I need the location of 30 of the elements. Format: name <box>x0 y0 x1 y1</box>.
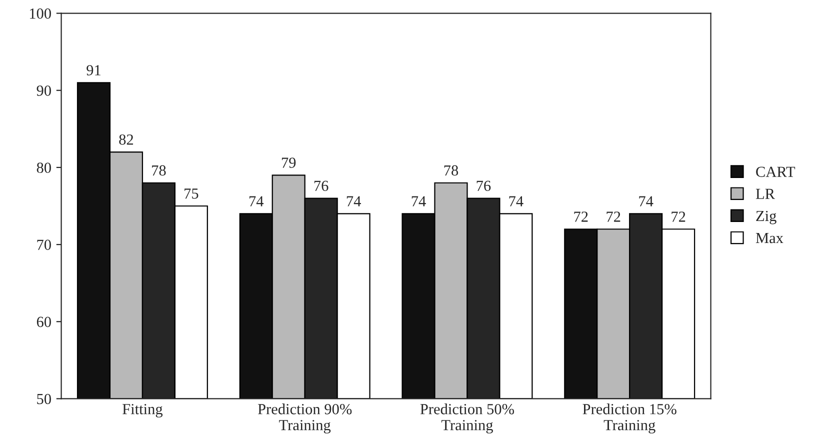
y-tick-label: 80 <box>36 162 51 173</box>
data-label: 74 <box>346 196 361 206</box>
data-label: 78 <box>152 165 166 176</box>
data-label: 74 <box>412 196 426 206</box>
data-label: 72 <box>606 212 620 222</box>
data-label: 75 <box>184 188 198 199</box>
data-label: 74 <box>509 196 524 206</box>
x-tick-label: Prediction 50% Training <box>420 404 514 434</box>
data-label: 79 <box>282 158 296 168</box>
data-label: 72 <box>574 212 588 222</box>
x-tick-label: Fitting <box>122 404 163 418</box>
data-label: 74 <box>250 196 264 206</box>
data-label: 72 <box>672 212 686 222</box>
legend-label: CART <box>756 166 796 178</box>
data-label: 76 <box>314 180 328 192</box>
y-tick-label: 100 <box>30 8 51 19</box>
x-tick-label: Prediction 15% Training <box>582 404 676 434</box>
data-label: 74 <box>639 196 654 206</box>
y-tick-label: 60 <box>36 316 51 328</box>
y-tick-label: 50 <box>37 394 51 404</box>
x-tick-label: Prediction 90% Training <box>258 404 352 434</box>
legend-label: Zig <box>756 210 776 224</box>
data-label: 76 <box>476 180 491 192</box>
data-label: 82 <box>119 134 134 145</box>
y-tick-label: 70 <box>37 240 51 250</box>
y-tick-label: 90 <box>36 86 51 96</box>
legend-label: Max <box>756 233 784 244</box>
data-label: 91 <box>86 65 100 76</box>
data-label: 78 <box>444 165 458 176</box>
legend-label: LR <box>756 188 775 199</box>
